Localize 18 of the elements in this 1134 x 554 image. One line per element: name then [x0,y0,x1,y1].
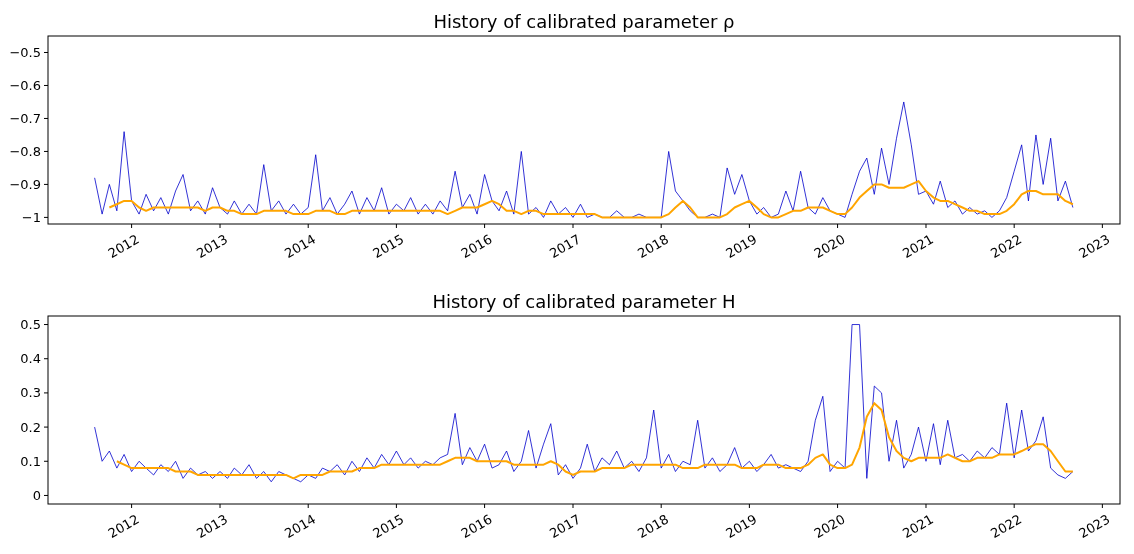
y-tick-label: −0.7 [9,111,41,127]
chart-title: History of calibrated parameter ρ [433,11,735,32]
y-tick-label: −0.6 [9,78,41,94]
y-tick-label: −1 [21,209,41,225]
line-series [108,180,1074,219]
y-tick-label: 0.2 [20,419,41,435]
y-tick-label: 0.3 [20,385,41,401]
line-series [94,101,1074,218]
y-tick-label: 0.4 [20,351,41,367]
y-tick-label: 0 [32,488,41,503]
line-series [94,324,1074,483]
y-tick-label: 0.5 [20,317,41,333]
chart-title: History of calibrated parameter H [432,291,736,312]
y-tick-label: −0.5 [9,45,41,61]
y-tick-label: −0.8 [9,143,41,159]
y-tick-label: 0.1 [20,453,41,469]
y-tick-label: −0.9 [9,176,41,192]
line-series [115,402,1074,480]
